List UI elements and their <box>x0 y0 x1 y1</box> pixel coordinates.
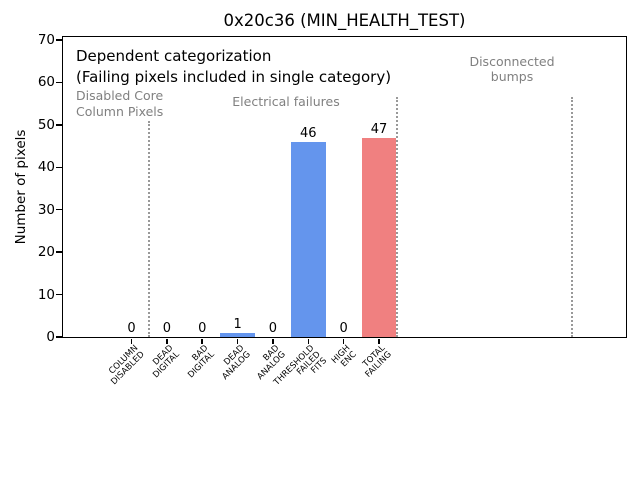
plot-area <box>62 36 627 338</box>
y-tick-label: 10 <box>37 286 55 303</box>
y-tick-mark <box>56 81 62 84</box>
bar-value-label: 0 <box>268 321 278 336</box>
x-tick-mark <box>166 338 168 344</box>
y-tick-label: 50 <box>37 116 55 133</box>
section-label-electrical-failures: Electrical failures <box>232 93 340 109</box>
section-label-disabled-core-column-pixels: Disabled Core Column Pixels <box>76 88 164 119</box>
section-divider-line <box>570 97 573 337</box>
bar-value-label: 47 <box>370 121 388 137</box>
bar-value-label: 1 <box>233 316 242 332</box>
y-tick-mark <box>56 39 62 41</box>
y-tick-mark <box>56 166 62 169</box>
y-tick-label: 60 <box>37 74 55 91</box>
y-tick-label: 20 <box>37 244 55 261</box>
x-tick-mark <box>272 338 274 344</box>
chart-title: 0x20c36 (MIN_HEALTH_TEST) <box>223 11 466 30</box>
note-dependent-categorization: Dependent categorization <box>76 47 272 65</box>
x-tick-mark <box>307 338 310 344</box>
section-label-disconnected-bumps: Disconnected bumps <box>469 53 555 85</box>
bar-value-label: 0 <box>198 321 207 336</box>
bar <box>361 137 397 337</box>
bar-value-label: 0 <box>339 321 348 336</box>
bar <box>220 332 255 337</box>
y-tick-mark <box>56 124 62 126</box>
y-axis-label: Number of pixels <box>13 129 29 245</box>
note-failing-pixels: (Failing pixels included in single categ… <box>76 67 392 86</box>
bar-value-label: 0 <box>162 321 171 336</box>
y-tick-label: 40 <box>37 159 55 176</box>
y-tick-mark <box>56 293 62 296</box>
y-tick-label: 0 <box>46 329 55 345</box>
y-tick-mark <box>56 251 62 253</box>
x-tick-mark <box>342 338 345 344</box>
y-tick-label: 30 <box>37 201 55 218</box>
x-tick-mark <box>130 338 133 344</box>
y-tick-mark <box>56 336 62 338</box>
x-tick-mark <box>378 338 380 344</box>
x-tick-mark <box>236 338 239 344</box>
section-divider-line <box>395 97 398 337</box>
bar-value-label: 0 <box>127 321 136 336</box>
y-tick-label: 70 <box>37 31 55 48</box>
bar <box>291 141 326 337</box>
section-divider-line <box>148 120 151 337</box>
y-tick-mark <box>56 208 62 211</box>
bar-value-label: 46 <box>300 125 317 141</box>
x-tick-mark <box>201 338 203 344</box>
